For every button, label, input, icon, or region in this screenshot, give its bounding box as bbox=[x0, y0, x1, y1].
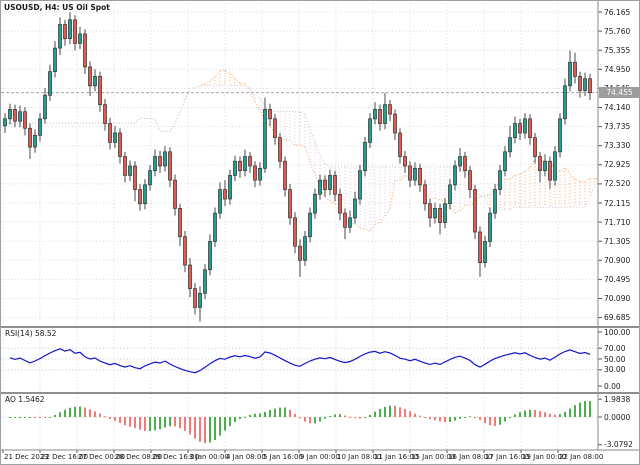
price-axis-label: 72.925 bbox=[604, 160, 631, 170]
price-axis-label: 72.520 bbox=[604, 179, 631, 189]
time-axis-label: 11 Jan 16:00 bbox=[374, 453, 419, 461]
time-axis-label: 22 Jan 08:00 bbox=[559, 453, 604, 461]
ao-panel bbox=[1, 401, 598, 444]
rsi-axis-label: 30.00 bbox=[604, 365, 626, 375]
time-axis-label: 5 Jan 16:00 bbox=[263, 453, 303, 461]
price-axis-label: 74.950 bbox=[604, 64, 631, 74]
time-axis-label: 15 Jan 00:00 bbox=[411, 453, 456, 461]
time-axis-label: 19 Jan 00:00 bbox=[522, 453, 567, 461]
time-axis-label: 9 Jan 00:00 bbox=[300, 453, 340, 461]
price-axis-label: 74.140 bbox=[604, 103, 631, 112]
time-axis-label: 16 Jan 08:00 bbox=[448, 453, 493, 461]
time-axis-label: 28 Dec 08:00 bbox=[115, 453, 163, 461]
price-axis-label: 72.115 bbox=[604, 198, 631, 208]
ao-axis-label: 1.9838 bbox=[604, 394, 631, 404]
time-axis-label: 22 Dec 16:00 bbox=[41, 453, 89, 461]
price-axis-label: 70.090 bbox=[604, 294, 631, 303]
price-axis-label: 75.355 bbox=[604, 45, 631, 55]
current-price-tag: 74.455 bbox=[599, 87, 639, 98]
time-axis-label: 3 Jan 00:00 bbox=[189, 453, 229, 461]
rsi-panel bbox=[1, 347, 598, 374]
symbol-title: USOUSD, H4: US Oil Spot bbox=[4, 3, 110, 12]
rsi-axis-label: 0.00 bbox=[604, 381, 621, 391]
price-axis-label: 73.735 bbox=[604, 122, 631, 132]
grid-layer bbox=[1, 3, 598, 450]
time-axis-label: 21 Dec 2023 bbox=[4, 453, 49, 461]
panel-divider-ao[interactable] bbox=[1, 392, 639, 394]
price-axis-label: 70.495 bbox=[604, 274, 631, 284]
rsi-indicator-label: RSI(14) 58.52 bbox=[5, 329, 57, 338]
price-axis-label: 71.710 bbox=[604, 217, 631, 227]
price-axis-label: 75.760 bbox=[604, 26, 631, 36]
ao-axis-label: -3.0792 bbox=[604, 440, 633, 450]
time-axis-label: 4 Jan 08:00 bbox=[226, 453, 266, 461]
price-axis-label: 73.330 bbox=[604, 141, 631, 151]
ao-axis-label: 0.0000 bbox=[604, 412, 631, 422]
rsi-axis-label: 70.00 bbox=[604, 343, 626, 353]
rsi-axis-label: 50.00 bbox=[604, 354, 626, 364]
time-axis-label: 17 Jan 16:00 bbox=[485, 453, 530, 461]
price-axis-label: 76.165 bbox=[604, 7, 631, 17]
price-axis-label: 70.900 bbox=[604, 255, 631, 265]
time-axis-label: 10 Jan 08:00 bbox=[337, 453, 382, 461]
price-axis-label: 69.685 bbox=[604, 313, 631, 323]
price-panel bbox=[1, 12, 598, 322]
panel-divider-rsi[interactable] bbox=[1, 326, 639, 328]
ao-indicator-label: AO 1.5462 bbox=[5, 395, 45, 404]
price-axis-label: 71.305 bbox=[604, 236, 631, 246]
rsi-axis-label: 100.00 bbox=[604, 327, 631, 337]
time-axis-label: 29 Dec 16:00 bbox=[152, 453, 200, 461]
axes-layer bbox=[1, 1, 639, 453]
time-axis-label: 27 Dec 00:00 bbox=[78, 453, 126, 461]
